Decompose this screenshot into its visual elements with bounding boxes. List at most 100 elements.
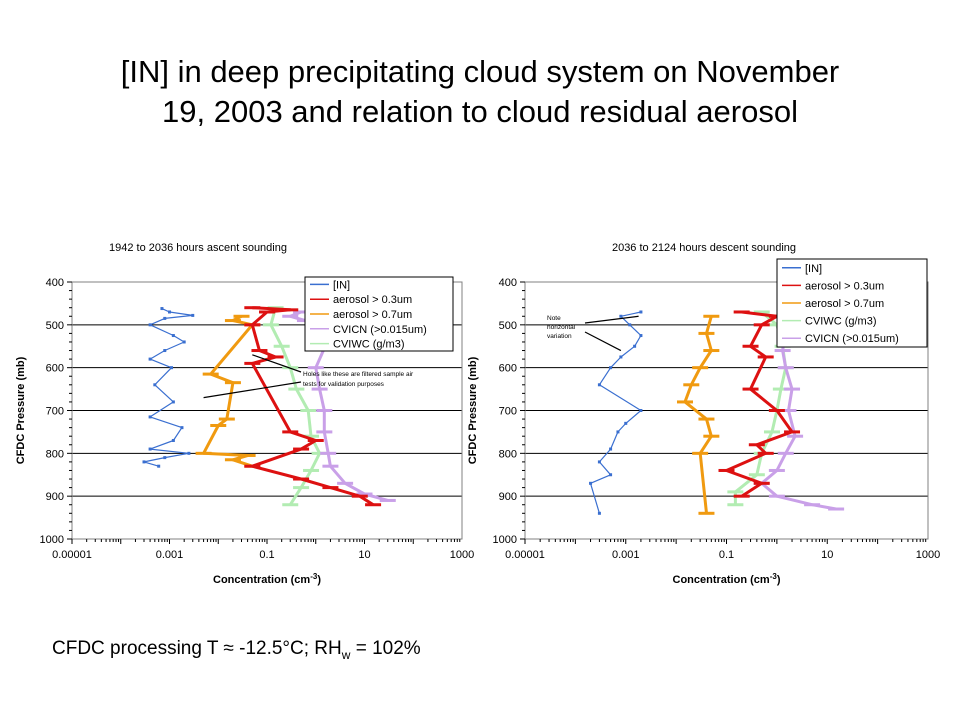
data-point-CVICN <box>784 387 801 391</box>
data-point-CVICN <box>777 366 794 370</box>
data-point-IN <box>182 340 186 344</box>
data-point-CVICN <box>804 503 821 507</box>
data-point-IN <box>616 430 620 434</box>
data-point-aerosol_03 <box>322 486 339 490</box>
chart-panel-descent: 2036 to 2124 hours descent sounding 400 50… <box>462 235 942 605</box>
y-tick-label: 400 <box>46 277 64 289</box>
data-point-aerosol_03 <box>251 349 268 353</box>
data-point-IN <box>633 344 637 348</box>
data-point-IN <box>148 323 152 327</box>
x-tick-label: 0.1 <box>719 549 734 561</box>
data-point-IN <box>619 355 623 359</box>
legend-box <box>776 258 928 348</box>
x-tick-label: 0.00001 <box>505 549 545 561</box>
data-point-IN <box>168 310 171 314</box>
data-point-aerosol_07 <box>698 511 715 515</box>
data-point-aerosol_03 <box>244 464 261 468</box>
data-point-aerosol_07 <box>698 331 715 335</box>
footer-caption: CFDC processing T ≈ -12.5°C; RHw = 102% <box>52 638 421 662</box>
x-tick-label: 0.001 <box>612 549 640 561</box>
y-tick-label: 700 <box>46 406 64 418</box>
data-point-IN <box>163 316 167 320</box>
data-point-CVICN <box>774 349 791 353</box>
series-line-IN <box>589 311 642 514</box>
data-point-CVICN <box>320 451 337 455</box>
data-point-aerosol_07 <box>239 453 256 457</box>
series-line-IN <box>143 308 194 467</box>
legend-label-CVICN: CVICN (>0.015um) <box>333 324 427 336</box>
data-point-aerosol_03 <box>307 438 324 442</box>
data-point-IN <box>639 409 643 412</box>
y-tick-label: 900 <box>499 491 517 503</box>
y-axis-label: CFDC Pressure (mb) <box>15 356 27 464</box>
data-point-aerosol_07 <box>676 400 693 404</box>
chart-ascent-svg: 1942 to 2036 hours ascent sounding 400 500… <box>15 242 474 586</box>
data-point-CVIWC <box>303 468 320 472</box>
data-point-aerosol_07 <box>233 314 250 318</box>
y-tick-label: 400 <box>499 277 517 289</box>
data-point-IN <box>589 481 593 485</box>
data-point-aerosol_03 <box>718 468 735 472</box>
data-point-IN <box>163 349 167 353</box>
data-point-aerosol_03 <box>244 323 261 327</box>
y-tick-label: 500 <box>46 320 64 332</box>
data-point-aerosol_03 <box>293 477 310 481</box>
data-point-CVICN <box>293 310 310 314</box>
data-point-aerosol_07 <box>692 366 709 370</box>
series-line-aerosol_07 <box>683 315 713 514</box>
annotation-arrow <box>203 381 302 399</box>
data-point-aerosol_03 <box>742 387 759 391</box>
data-point-IN <box>609 447 613 451</box>
chart-descent-svg: 2036 to 2124 hours descent sounding 400 50… <box>467 242 940 586</box>
data-point-aerosol_03 <box>757 451 774 455</box>
data-point-aerosol_07 <box>202 372 219 376</box>
data-point-CVIWC <box>293 486 310 490</box>
annotation-arrow <box>584 331 622 352</box>
data-point-CVIWC <box>262 323 279 327</box>
footer-tail: = 102% <box>350 638 421 659</box>
data-point-IN <box>163 456 167 460</box>
data-point-CVICN <box>316 409 333 412</box>
legend-label-CVICN: CVICN (>0.015um) <box>805 333 899 345</box>
x-axis-label-exponent: -3 <box>310 572 318 581</box>
data-point-IN <box>171 438 175 442</box>
data-point-aerosol_03 <box>351 494 368 498</box>
legend-label-aerosol_07: aerosol > 0.7um <box>805 298 884 310</box>
data-point-aerosol_03 <box>267 355 284 359</box>
data-point-IN <box>639 334 643 338</box>
annotation-arrow <box>252 354 302 373</box>
legend-label-CVIWC: CVIWC (g/m3) <box>333 339 405 351</box>
y-tick-label: 600 <box>499 363 517 375</box>
y-tick-label: 800 <box>46 448 64 460</box>
data-point-IN <box>628 323 632 327</box>
annotation-text-2: tests for validation purposes <box>303 381 385 388</box>
x-tick-label: 0.00001 <box>52 549 92 561</box>
data-point-aerosol_03 <box>244 361 261 365</box>
data-point-aerosol_07 <box>703 349 720 353</box>
data-point-aerosol_07 <box>703 314 720 318</box>
data-point-IN <box>171 334 175 338</box>
data-point-CVIWC <box>763 430 780 434</box>
data-point-aerosol_03 <box>365 503 382 507</box>
data-point-aerosol_07 <box>218 417 235 421</box>
annotation-text-2: horizontal <box>547 324 576 331</box>
data-point-CVICN <box>379 498 396 502</box>
data-point-aerosol_03 <box>748 443 765 447</box>
data-point-aerosol_03 <box>753 323 770 327</box>
data-point-IN <box>180 426 184 430</box>
legend-label-IN: [IN] <box>805 263 822 275</box>
data-point-IN <box>597 511 601 515</box>
y-tick-label: 900 <box>46 491 64 503</box>
data-point-aerosol_03 <box>733 310 750 314</box>
data-point-CVICN <box>777 451 794 455</box>
legend-box <box>304 276 454 352</box>
x-axis-label-close: ) <box>777 574 781 586</box>
x-tick-label: 1000 <box>916 549 940 561</box>
data-point-aerosol_07 <box>683 383 700 387</box>
slide-title: [IN] in deep precipitating cloud system … <box>0 52 960 132</box>
data-point-IN <box>170 366 174 370</box>
legend-label-aerosol_03: aerosol > 0.3um <box>333 294 412 306</box>
chart-title: 1942 to 2036 hours ascent sounding <box>109 242 287 254</box>
data-point-IN <box>171 400 175 404</box>
data-point-CVIWC <box>753 310 770 314</box>
